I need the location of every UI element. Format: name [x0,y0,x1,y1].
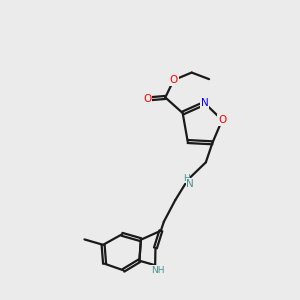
Text: O: O [143,94,152,104]
Text: N: N [186,179,194,189]
Text: H: H [183,174,190,183]
Text: O: O [218,115,226,125]
Text: O: O [169,75,178,85]
Text: N: N [201,98,208,108]
Text: NH: NH [151,266,164,275]
